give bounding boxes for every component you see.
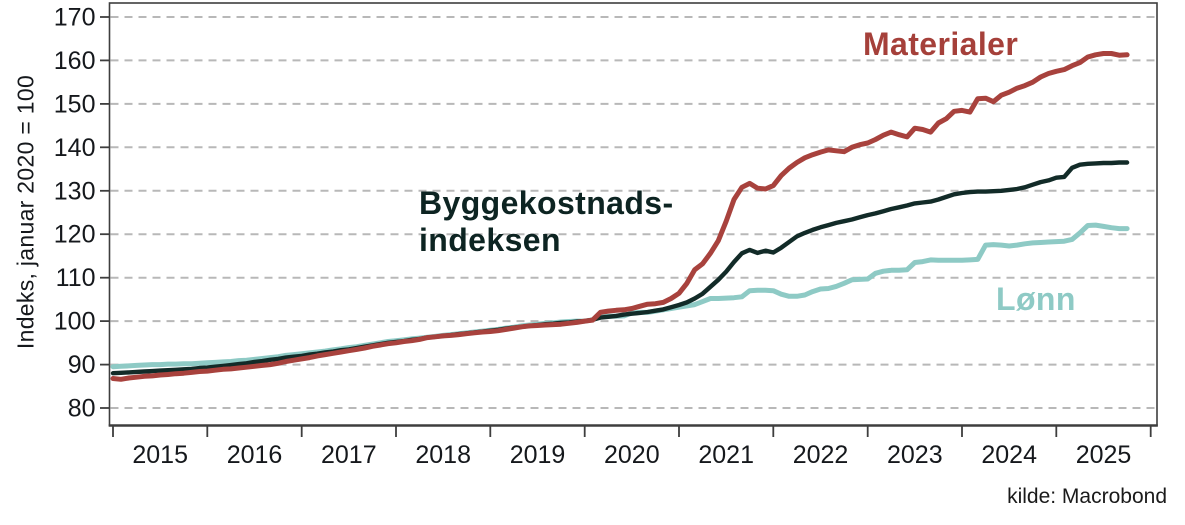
x-tick-label: 2023 bbox=[887, 441, 943, 469]
y-tick-label: 120 bbox=[54, 221, 96, 249]
x-tick-label: 2025 bbox=[1076, 441, 1132, 469]
source-note: kilde: Macrobond bbox=[1007, 485, 1167, 508]
series-line-byggekostnadsindeksen bbox=[110, 160, 1130, 376]
y-tick-label: 100 bbox=[54, 308, 96, 336]
series-label-byggekostnadsindeksen-line1: Byggekostnads- bbox=[419, 185, 674, 221]
series-label-byggekostnadsindeksen-line2: indeksen bbox=[419, 222, 561, 258]
series-label-byggekostnadsindeksen: Byggekostnads- indeksen bbox=[419, 185, 674, 259]
y-tick-label: 110 bbox=[56, 264, 96, 292]
x-tick-label: 2017 bbox=[321, 441, 377, 469]
x-tick-label: 2015 bbox=[132, 441, 188, 469]
y-tick-label: 160 bbox=[54, 47, 96, 75]
y-tick-label: 170 bbox=[54, 4, 96, 32]
series-line-materialer bbox=[110, 51, 1130, 382]
x-tick-label: 2018 bbox=[415, 441, 471, 469]
series-label-lonn: Lønn bbox=[996, 281, 1076, 317]
x-tick-label: 2021 bbox=[698, 441, 754, 469]
y-tick-label: 80 bbox=[68, 395, 96, 423]
y-tick-label: 90 bbox=[68, 351, 96, 379]
x-tick-label: 2016 bbox=[227, 441, 283, 469]
y-tick-label: 130 bbox=[54, 177, 96, 205]
x-tick-label: 2020 bbox=[604, 441, 660, 469]
y-tick-label: 150 bbox=[54, 90, 96, 118]
y-axis-title: Indeks, januar 2020 = 100 bbox=[12, 74, 39, 350]
x-tick-label: 2022 bbox=[793, 441, 849, 469]
x-tick-label: 2024 bbox=[981, 441, 1037, 469]
y-tick-label: 140 bbox=[54, 134, 96, 162]
series-label-materialer: Materialer bbox=[863, 26, 1019, 62]
x-tick-label: 2019 bbox=[510, 441, 566, 469]
